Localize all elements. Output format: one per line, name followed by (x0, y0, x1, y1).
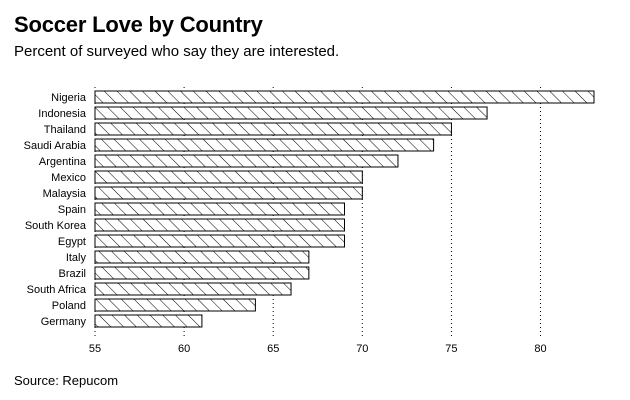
category-label: Poland (52, 300, 86, 312)
bar (94, 170, 363, 184)
chart-subtitle: Percent of surveyed who say they are int… (14, 43, 340, 60)
bar (94, 122, 452, 136)
x-tick-label: 60 (178, 343, 190, 355)
category-label: Mexico (51, 172, 86, 184)
category-label: Nigeria (51, 92, 87, 104)
bar (94, 106, 488, 120)
category-label: Saudi Arabia (24, 140, 87, 152)
x-tick-label: 80 (534, 343, 546, 355)
category-label: Egypt (58, 236, 86, 248)
category-labels: Nigeria Indonesia Thailand Saudi Arabia Arge… (24, 92, 87, 328)
bar (94, 250, 310, 264)
category-label: Argentina (39, 156, 87, 168)
bar-series (94, 90, 595, 328)
category-label: Thailand (44, 124, 86, 136)
category-label: South Korea (25, 220, 87, 232)
x-tick-label: 65 (267, 343, 279, 355)
bar (94, 234, 345, 248)
category-label: Spain (58, 204, 86, 216)
source-note: Source: Repucom (14, 373, 119, 388)
x-tick-label: 75 (445, 343, 457, 355)
category-label: Italy (66, 252, 87, 264)
category-label: Brazil (58, 268, 86, 280)
bar (94, 138, 435, 152)
category-label: Indonesia (38, 108, 87, 120)
bar (94, 90, 595, 104)
bar (94, 314, 203, 328)
bar (94, 218, 345, 232)
bar (94, 154, 399, 168)
x-tick-label: 70 (356, 343, 368, 355)
bar (94, 202, 345, 216)
bar (94, 266, 310, 280)
category-label: Germany (41, 316, 87, 328)
x-tick-label: 55 (89, 343, 101, 355)
chart-title: Soccer Love by Country (14, 12, 263, 37)
category-label: Malaysia (43, 188, 87, 200)
category-label: South Africa (27, 284, 87, 296)
bar (94, 186, 363, 200)
bar (94, 298, 256, 312)
bar (94, 282, 292, 296)
x-tick-labels: 55 60 65 70 75 80 (89, 343, 547, 355)
